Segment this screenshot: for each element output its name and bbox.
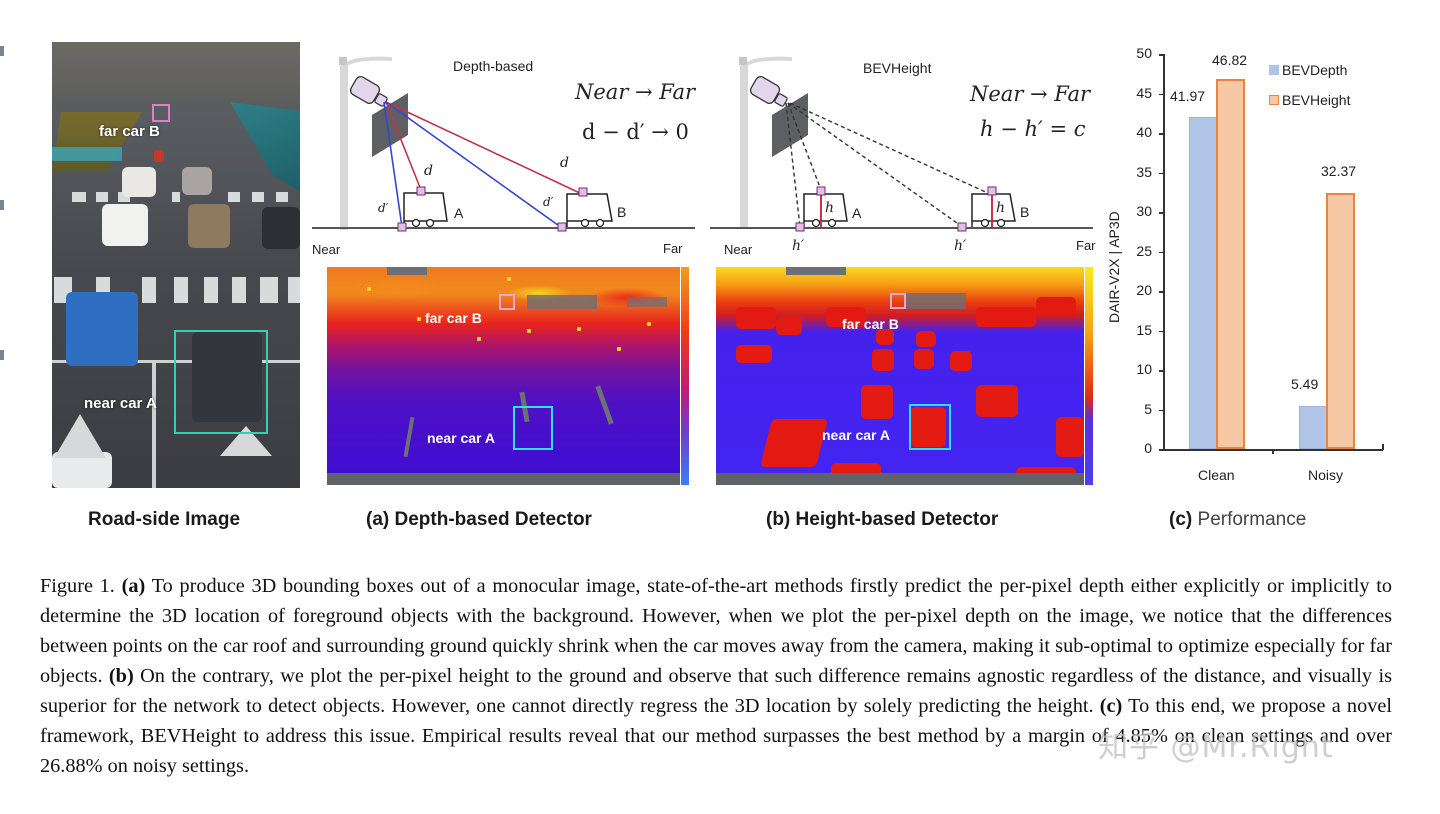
var-hprime-a: h′ <box>792 238 805 254</box>
near-car-label: near car A <box>822 427 890 443</box>
y-axis-label: DAIR-V2X | AP3D <box>1106 211 1122 323</box>
formula-height: h − h′ = c <box>980 117 1086 141</box>
x-category-noisy: Noisy <box>1308 467 1344 483</box>
caption-text: Depth-based Detector <box>394 509 592 530</box>
y-tick-label: 40 <box>1136 124 1152 140</box>
value-label: 41.97 <box>1170 88 1206 104</box>
caption-tag-b: (b) <box>108 665 134 687</box>
var-hprime-b: h′ <box>954 238 967 254</box>
axis-near: Near <box>724 242 753 257</box>
legend-bevheight: BEVHeight <box>1269 92 1350 108</box>
caption-tag-c: (c) <box>1099 695 1123 717</box>
var-d-a: d <box>424 163 433 179</box>
y-tick-label: 20 <box>1136 282 1152 298</box>
far-car-label: far car B <box>842 316 899 332</box>
y-tick-label: 0 <box>1144 440 1152 456</box>
caption-text-b: On the contrary, we plot the per-pixel h… <box>40 665 1392 717</box>
roadside-image: far car B near car A <box>52 42 300 488</box>
far-car-label: far car B <box>425 310 482 326</box>
caption-text: Height-based Detector <box>795 509 999 530</box>
axis-far: Far <box>663 241 683 256</box>
formula-depth: d − d′ → 0 <box>582 120 689 144</box>
bar-bevheight-clean <box>1216 79 1245 449</box>
edge-artifact <box>0 350 4 360</box>
y-tick-label: 25 <box>1136 242 1152 259</box>
y-tick-label: 50 <box>1136 45 1152 61</box>
near-car-box <box>513 406 553 450</box>
y-tick-label: 30 <box>1136 203 1152 219</box>
legend-swatch <box>1269 65 1279 75</box>
y-tick-label: 15 <box>1136 321 1152 338</box>
var-h-a: h <box>825 200 835 216</box>
figure-caption: Figure 1. (a) To produce 3D bounding box… <box>40 571 1392 781</box>
far-car-box <box>890 293 906 309</box>
near-car-label: near car A <box>427 430 495 446</box>
var-dprime-b: d′ <box>543 195 554 209</box>
edge-artifact <box>0 46 4 56</box>
caption-lead: Figure 1. <box>40 575 115 597</box>
y-tick-label: 10 <box>1136 361 1152 377</box>
caption-tag: (b) <box>766 509 791 530</box>
depth-diagram: Depth-based Near → Far d − d′ → 0 d d d′… <box>310 45 700 260</box>
legend-label: BEVDepth <box>1282 62 1348 78</box>
watermark: 知乎 @Mr.Right <box>1098 730 1334 765</box>
var-h-b: h <box>996 200 1006 216</box>
far-car-label: far car B <box>99 123 160 140</box>
car-b-label: B <box>1020 204 1030 220</box>
height-diagram: BEVHeight Near → Far h − h′ = c h h h′ h… <box>708 45 1100 260</box>
near-car-box <box>174 330 268 434</box>
y-tick-label: 45 <box>1136 84 1152 101</box>
caption-text-c: To this end, we propose a novel framewor… <box>40 695 1392 777</box>
var-dprime-a: d′ <box>378 201 389 215</box>
value-label: 5.49 <box>1291 376 1319 392</box>
car-a-label: A <box>454 205 464 221</box>
legend-bevdepth: BEVDepth <box>1269 62 1347 78</box>
car-a-label: A <box>852 205 862 221</box>
bar-bevheight-noisy <box>1326 193 1355 449</box>
formula-near-far: Near → Far <box>575 80 696 104</box>
height-diagram-drawing <box>710 56 1093 232</box>
legend-label: BEVHeight <box>1282 92 1351 108</box>
diagram-title: BEVHeight <box>863 60 932 76</box>
performance-chart: 0 5 10 15 20 25 30 35 40 45 50 DAIR-V2X | AP3D 41.… <box>1100 40 1400 500</box>
depth-diagram-drawing <box>312 56 695 232</box>
caption-roadside: Road-side Image <box>88 509 241 530</box>
caption-tag: (a) <box>366 509 390 530</box>
near-car-label: near car A <box>84 395 157 412</box>
height-colorbar <box>1085 267 1093 485</box>
value-label: 32.37 <box>1321 163 1357 179</box>
depth-colorbar <box>681 267 689 485</box>
caption-depth: (a) Depth-based Detector <box>366 509 592 531</box>
height-heatmap: far car B near car A <box>716 267 1084 485</box>
axis-far: Far <box>1076 238 1096 253</box>
legend-swatch <box>1269 95 1279 105</box>
value-label: 46.82 <box>1212 52 1248 68</box>
x-category-clean: Clean <box>1198 467 1235 483</box>
formula-near-far: Near → Far <box>970 82 1091 106</box>
y-tick-label: 35 <box>1136 163 1152 180</box>
caption-performance: (c) Performance <box>1169 509 1306 531</box>
far-car-box <box>499 294 515 310</box>
axis-near: Near <box>312 242 341 257</box>
caption-tag: (c) <box>1169 509 1193 530</box>
caption-height: (b) Height-based Detector <box>766 509 998 531</box>
caption-tag-a: (a) <box>121 575 146 597</box>
car-b-label: B <box>617 204 627 220</box>
y-tick-label: 5 <box>1144 400 1152 417</box>
near-car-box <box>909 404 951 450</box>
far-car-box <box>152 104 170 122</box>
edge-artifact <box>0 200 4 210</box>
caption-text: Performance <box>1197 509 1307 530</box>
bar-bevdepth-clean <box>1189 117 1217 449</box>
bar-bevdepth-noisy <box>1299 405 1327 449</box>
var-d-b: d <box>560 155 569 171</box>
diagram-title: Depth-based <box>453 58 534 74</box>
depth-heatmap: far car B near car A <box>327 267 680 485</box>
caption-text-a: To produce 3D bounding boxes out of a mo… <box>40 575 1392 687</box>
